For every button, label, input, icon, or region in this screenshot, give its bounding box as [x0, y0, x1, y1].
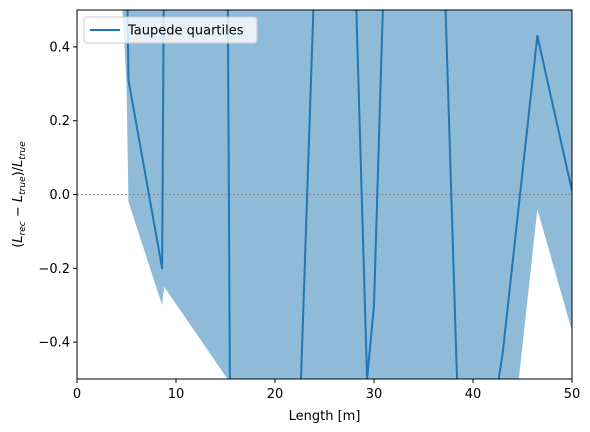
- median-line: [126, 10, 572, 379]
- y-axis: −0.4 −0.2 0.0 0.2 0.4: [38, 40, 77, 351]
- x-axis-label: Length [m]: [289, 409, 361, 424]
- y-tick-label: 0.2: [49, 114, 70, 129]
- legend: Taupede quartiles: [83, 16, 258, 44]
- legend-box: [83, 16, 258, 44]
- x-tick-label: 40: [465, 387, 482, 402]
- x-tick-label: 0: [73, 387, 81, 402]
- y-tick-label: −0.2: [38, 262, 70, 277]
- y-axis-label: (Lrec − Ltrue)/Ltrue: [11, 141, 28, 248]
- x-axis: 0 10 20 30 40 50: [73, 379, 580, 402]
- x-tick-label: 10: [168, 387, 185, 402]
- legend-entry-label: Taupede quartiles: [127, 24, 244, 39]
- y-tick-label: 0.0: [49, 188, 70, 203]
- x-tick-label: 50: [564, 387, 581, 402]
- plot-area: [77, 10, 572, 379]
- y-tick-label: 0.4: [49, 40, 70, 55]
- x-tick-label: 20: [267, 387, 284, 402]
- x-tick-label: 30: [366, 387, 383, 402]
- quartile-band: [122, 10, 572, 379]
- y-tick-label: −0.4: [38, 336, 70, 351]
